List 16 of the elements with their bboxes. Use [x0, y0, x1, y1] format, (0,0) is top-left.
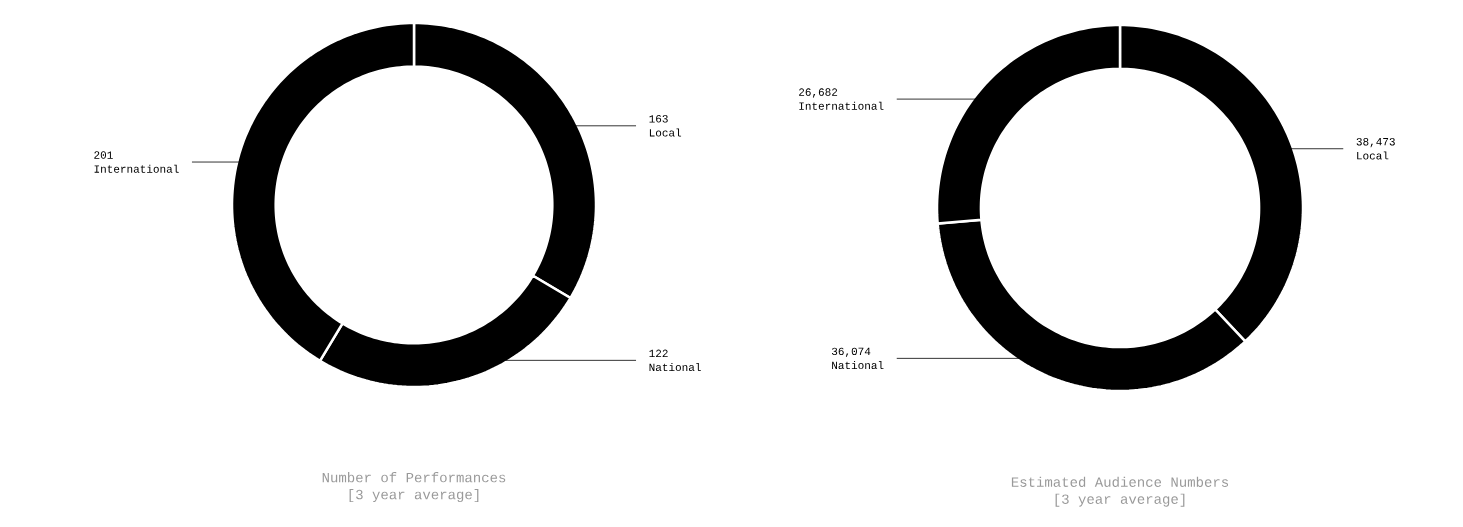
text: Number of Performances: [322, 472, 506, 483]
text: [3 year average]: [1055, 493, 1185, 507]
data-label: 163: [649, 115, 668, 123]
data-label: 38,473: [1356, 138, 1395, 148]
data-label: 201: [94, 151, 113, 159]
data-label: 122: [649, 349, 668, 357]
slice-label: International: [799, 101, 884, 110]
text: Estimated Audience Numbers: [1011, 476, 1229, 487]
data-label: 26,682: [799, 88, 838, 98]
slice-label: National: [649, 363, 701, 372]
data-label: 36,074: [831, 347, 871, 357]
text: [3 year average]: [349, 489, 479, 503]
slice-label: National: [832, 361, 884, 370]
slice-label: International: [94, 164, 179, 173]
slice-label: Local: [649, 128, 682, 137]
slice-label: Local: [1357, 151, 1389, 160]
